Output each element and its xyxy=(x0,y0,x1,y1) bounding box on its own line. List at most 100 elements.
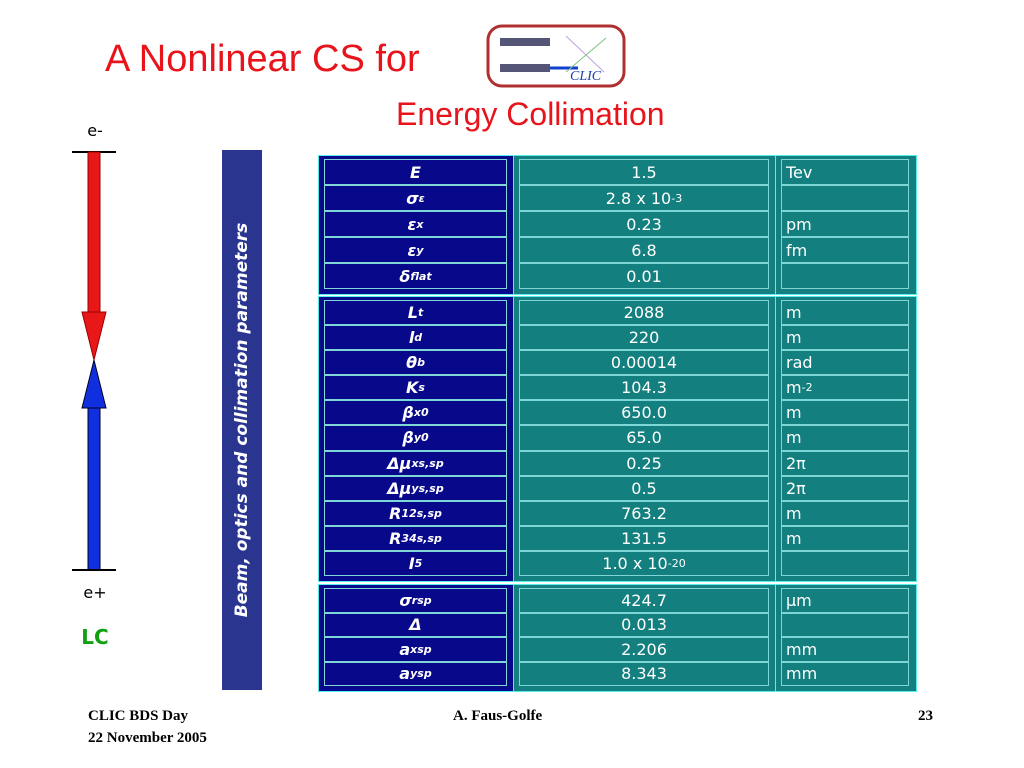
group-column xyxy=(318,296,515,582)
unit-cell: fm xyxy=(781,237,909,263)
symbol-sub: y xyxy=(410,667,418,681)
value-cell: 131.5 xyxy=(519,525,769,551)
unit-base: μm xyxy=(786,590,812,610)
value-sup: -20 xyxy=(667,556,686,570)
symbol-sub: b xyxy=(417,356,425,370)
value-base: 0.23 xyxy=(626,214,662,234)
value-base: 65.0 xyxy=(626,428,662,448)
unit-base: m xyxy=(786,528,802,548)
value-cell: 650.0 xyxy=(519,400,769,426)
symbol-base: R xyxy=(389,528,402,548)
unit-base: mm xyxy=(786,639,818,659)
value-cell: 2088 xyxy=(519,300,769,326)
subtitle: Energy Collimation xyxy=(396,96,665,132)
symbol-base: R xyxy=(389,503,402,523)
symbol-sub: 5 xyxy=(414,556,423,570)
value-base: 1.5 xyxy=(631,162,657,182)
symbol-cell: σ r sp xyxy=(324,588,507,613)
side-box: Beam, optics and collimation parameters xyxy=(222,150,262,690)
value-cell: 6.8 xyxy=(519,237,769,263)
value-cell: 2.8 x 10 -3 xyxy=(519,185,769,211)
symbol-base: σ xyxy=(399,590,412,610)
symbol-base: θ xyxy=(406,353,418,373)
bottom-label: e+ xyxy=(83,583,106,602)
symbol-cell: δ flat xyxy=(324,263,507,289)
unit-cell xyxy=(781,612,909,637)
group-column xyxy=(513,155,777,295)
unit-cell: 2π xyxy=(781,475,909,501)
symbol-cell: a y sp xyxy=(324,661,507,686)
value-base: 763.2 xyxy=(621,503,667,523)
beam-diagram: e- e+ LC xyxy=(72,121,116,649)
symbol-base: I xyxy=(408,553,415,573)
symbol-base: L xyxy=(407,303,418,323)
value-cell: 0.00014 xyxy=(519,350,769,376)
unit-base: m xyxy=(786,303,802,323)
footer-date: 22 November 2005 xyxy=(88,730,207,746)
value-base: 0.5 xyxy=(631,478,657,498)
symbol-cell: R 34 s,sp xyxy=(324,525,507,551)
group-column xyxy=(775,155,917,295)
symbol-sub: y xyxy=(416,243,424,257)
unit-base: pm xyxy=(786,214,812,234)
unit-base: 2π xyxy=(786,453,806,473)
unit-sup: -2 xyxy=(801,381,813,395)
symbol-sup: 0 xyxy=(420,431,429,445)
symbol-sup: s,sp xyxy=(416,506,442,520)
unit-base: m xyxy=(786,428,802,448)
value-base: 1.0 x 10 xyxy=(602,553,668,573)
symbol-base: σ xyxy=(406,188,419,208)
unit-cell xyxy=(781,185,909,211)
value-base: 650.0 xyxy=(621,403,667,423)
value-cell: 0.23 xyxy=(519,211,769,237)
value-cell: 0.013 xyxy=(519,612,769,637)
value-cell: 220 xyxy=(519,325,769,351)
unit-cell: m xyxy=(781,300,909,326)
group-column xyxy=(775,296,917,582)
symbol-sup: sp xyxy=(417,667,432,681)
title: A Nonlinear CS for xyxy=(105,38,420,80)
value-cell: 2.206 xyxy=(519,637,769,662)
value-base: 2.8 x 10 xyxy=(605,188,672,208)
symbol-sub: 12 xyxy=(401,506,417,520)
value-base: 2088 xyxy=(623,303,665,323)
symbol-base: K xyxy=(406,378,419,398)
group-column xyxy=(513,584,777,692)
value-base: 0.25 xyxy=(626,453,662,473)
symbol-sub: ε xyxy=(418,191,425,205)
unit-cell xyxy=(781,550,909,576)
unit-cell: m xyxy=(781,525,909,551)
symbol-sub: 34 xyxy=(401,531,417,545)
value-cell: 104.3 xyxy=(519,375,769,401)
symbol-base: a xyxy=(399,639,411,659)
symbol-sup: sp xyxy=(417,593,432,607)
value-cell: 8.343 xyxy=(519,661,769,686)
symbol-cell: Δ xyxy=(324,612,507,637)
unit-base: m xyxy=(786,403,802,423)
symbol-base: β xyxy=(402,428,414,448)
symbol-base: Δμ xyxy=(387,478,412,498)
unit-cell: m xyxy=(781,325,909,351)
unit-cell: m xyxy=(781,425,909,451)
value-base: 6.8 xyxy=(631,240,657,260)
symbol-sup: s,sp xyxy=(418,456,444,470)
logo: CLIC xyxy=(486,24,626,88)
symbol-sub: t xyxy=(417,306,424,320)
unit-cell: m xyxy=(781,400,909,426)
unit-cell: rad xyxy=(781,350,909,376)
symbol-cell: R 12 s,sp xyxy=(324,500,507,526)
unit-cell: m -2 xyxy=(781,375,909,401)
value-base: 0.01 xyxy=(626,266,662,286)
symbol-sub: s xyxy=(418,381,425,395)
group-column xyxy=(318,584,515,692)
symbol-sub: flat xyxy=(410,269,432,283)
value-cell: 0.25 xyxy=(519,450,769,476)
symbol-base: β xyxy=(402,403,414,423)
